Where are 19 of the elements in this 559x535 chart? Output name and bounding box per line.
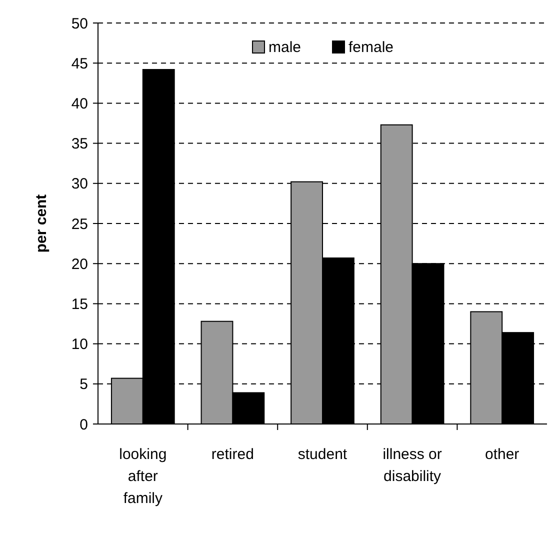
- legend-label: male: [268, 39, 302, 56]
- y-tick-label: 20: [71, 256, 88, 273]
- y-tick-label: 35: [71, 136, 88, 153]
- y-tick-label: 0: [80, 416, 88, 434]
- y-tick-label: 25: [71, 216, 88, 233]
- y-tick-label: 10: [71, 336, 88, 354]
- x-tick-label: illness or disability: [382, 446, 442, 485]
- y-tick-label: 5: [80, 376, 88, 394]
- y-tick-label: 50: [71, 15, 88, 32]
- x-tick-label: retired: [211, 446, 254, 463]
- y-axis-title: per cent: [33, 194, 50, 253]
- x-tick-label: student: [298, 446, 348, 463]
- x-tick-label: looking after family: [119, 446, 167, 507]
- x-tick-label: other: [485, 446, 520, 463]
- y-tick-label: 30: [71, 176, 88, 193]
- legend-label: female: [348, 39, 394, 56]
- y-tick-label: 45: [71, 55, 88, 72]
- y-tick-label: 40: [71, 95, 88, 112]
- y-tick-label: 15: [71, 296, 88, 313]
